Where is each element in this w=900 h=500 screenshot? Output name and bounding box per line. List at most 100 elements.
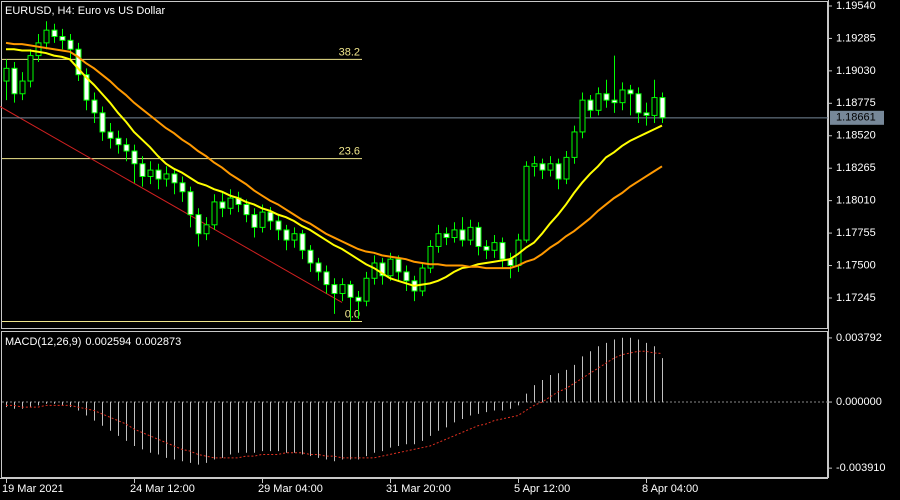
signal-line bbox=[6, 350, 663, 459]
candle-body bbox=[147, 169, 154, 177]
signal-value: 0.002873 bbox=[135, 336, 181, 348]
candle-body bbox=[387, 258, 394, 277]
y-tick-label: 1.17245 bbox=[836, 292, 876, 304]
x-tick-label: 24 Mar 12:00 bbox=[130, 483, 195, 495]
candle-body bbox=[131, 150, 138, 165]
candle-body bbox=[43, 29, 50, 44]
y-tick-label: 1.18775 bbox=[836, 97, 876, 109]
candle-body bbox=[587, 99, 594, 111]
trendline bbox=[0, 106, 343, 303]
candle-body bbox=[203, 224, 210, 235]
candle-body bbox=[395, 258, 402, 273]
candle-body bbox=[187, 191, 194, 216]
candle-body bbox=[547, 163, 554, 171]
moving-average bbox=[6, 48, 663, 287]
candle-body bbox=[323, 271, 330, 286]
y-tick-label: 1.19285 bbox=[836, 32, 876, 44]
candle-body bbox=[27, 55, 34, 82]
macd-pane-frame bbox=[1, 331, 828, 478]
moving-average bbox=[5, 41, 663, 270]
y-tick-label: 1.17500 bbox=[836, 259, 876, 271]
y-tick-label: -0.003910 bbox=[836, 462, 886, 474]
candle-body bbox=[659, 97, 666, 119]
candle-body bbox=[163, 173, 170, 180]
candle-body bbox=[523, 165, 530, 241]
y-tick-label: 0.000000 bbox=[836, 396, 882, 408]
candle-body bbox=[227, 197, 234, 209]
candle-body bbox=[267, 211, 274, 222]
candle-body bbox=[3, 67, 10, 82]
candle-body bbox=[379, 262, 386, 277]
y-tick-label: 1.18520 bbox=[836, 130, 876, 142]
plot-layer: 1.19540 1.19285 1.19030 1.18775 1.18520 1.182… bbox=[0, 0, 886, 495]
x-tick-label: 29 Mar 04:00 bbox=[258, 483, 323, 495]
candle-body bbox=[99, 112, 106, 133]
candle-body bbox=[427, 245, 434, 269]
candle-body bbox=[243, 203, 250, 216]
candle-body bbox=[51, 29, 58, 38]
candle-body bbox=[603, 93, 610, 101]
candle-body bbox=[571, 131, 578, 158]
candle-body bbox=[611, 99, 618, 104]
candle-body bbox=[315, 262, 322, 273]
last-price-label: 1.18661 bbox=[836, 112, 876, 124]
candle-body bbox=[139, 163, 146, 177]
candle-body bbox=[307, 249, 314, 264]
candle-body bbox=[475, 226, 482, 247]
candle-body bbox=[11, 67, 18, 95]
candle-body bbox=[355, 296, 362, 302]
candle-body bbox=[459, 229, 466, 241]
candle-body bbox=[259, 211, 266, 228]
candle-body bbox=[451, 229, 458, 239]
fib-label: 23.6 bbox=[339, 146, 360, 158]
candle-body bbox=[115, 137, 122, 146]
candle-body bbox=[275, 220, 282, 231]
candle-body bbox=[195, 214, 202, 235]
candle-body bbox=[595, 93, 602, 111]
y-tick-label: 1.19030 bbox=[836, 65, 876, 77]
candle-body bbox=[347, 284, 354, 298]
candle-body bbox=[563, 156, 570, 180]
candle-body bbox=[651, 97, 658, 116]
candle-body bbox=[155, 169, 162, 180]
y-tick-label: 1.18265 bbox=[836, 162, 876, 174]
candle-body bbox=[283, 229, 290, 241]
candle-body bbox=[35, 42, 42, 57]
candle-body bbox=[251, 214, 258, 228]
candle-body bbox=[299, 233, 306, 251]
candle-body bbox=[467, 226, 474, 241]
candle-body bbox=[363, 277, 370, 302]
last-price-box bbox=[830, 110, 884, 125]
candle-body bbox=[339, 284, 346, 295]
candle-body bbox=[211, 201, 218, 226]
candle-body bbox=[539, 163, 546, 171]
y-tick-label: 1.18010 bbox=[836, 195, 876, 207]
y-tick-label: 1.19540 bbox=[836, 0, 876, 12]
candle-body bbox=[171, 173, 178, 184]
macd-value: 0.002594 bbox=[85, 336, 131, 348]
candle-body bbox=[19, 80, 26, 95]
macd-name: MACD(12,26,9) bbox=[5, 336, 81, 348]
fib-label: 0.0 bbox=[345, 308, 360, 320]
y-tick-label: 0.003792 bbox=[836, 332, 882, 344]
candle-body bbox=[179, 182, 186, 193]
candle-body bbox=[635, 93, 642, 114]
candle-body bbox=[579, 99, 586, 133]
fib-label: 38.2 bbox=[339, 46, 360, 58]
candle-body bbox=[291, 233, 298, 241]
candle-body bbox=[491, 242, 498, 251]
candle-body bbox=[59, 36, 66, 41]
candle-body bbox=[443, 233, 450, 239]
x-tick-label: 31 Mar 20:00 bbox=[386, 483, 451, 495]
candle-body bbox=[619, 89, 626, 104]
y-tick-label: 1.17755 bbox=[836, 227, 876, 239]
candle-body bbox=[403, 271, 410, 282]
candle-body bbox=[419, 267, 426, 292]
x-tick-label: 8 Apr 04:00 bbox=[642, 483, 698, 495]
macd-title: MACD(12,26,9) 0.002594 0.002873 bbox=[5, 336, 181, 348]
candle-body bbox=[83, 74, 90, 101]
candle-body bbox=[531, 163, 538, 167]
candle-body bbox=[91, 99, 98, 114]
